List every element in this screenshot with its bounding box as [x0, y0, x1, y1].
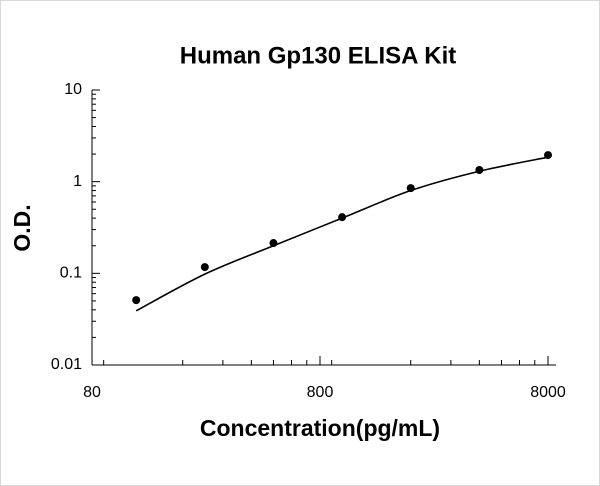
x-tick-label: 80: [83, 384, 101, 401]
fit-line: [135, 156, 549, 312]
y-tick-label: 0.1: [60, 265, 82, 282]
data-point: [200, 263, 209, 272]
data-point: [132, 296, 141, 305]
y-tick-label: 0.01: [51, 356, 82, 373]
x-tick-label: 800: [307, 384, 334, 401]
x-axis-label: Concentration(pg/mL): [200, 415, 440, 441]
y-tick-label: 10: [64, 81, 82, 98]
x-tick-label: 8000: [530, 384, 566, 401]
y-tick-label: 1: [73, 173, 82, 190]
y-axis-label: O.D.: [9, 204, 35, 251]
chart-title: Human Gp130 ELISA Kit: [180, 42, 457, 69]
